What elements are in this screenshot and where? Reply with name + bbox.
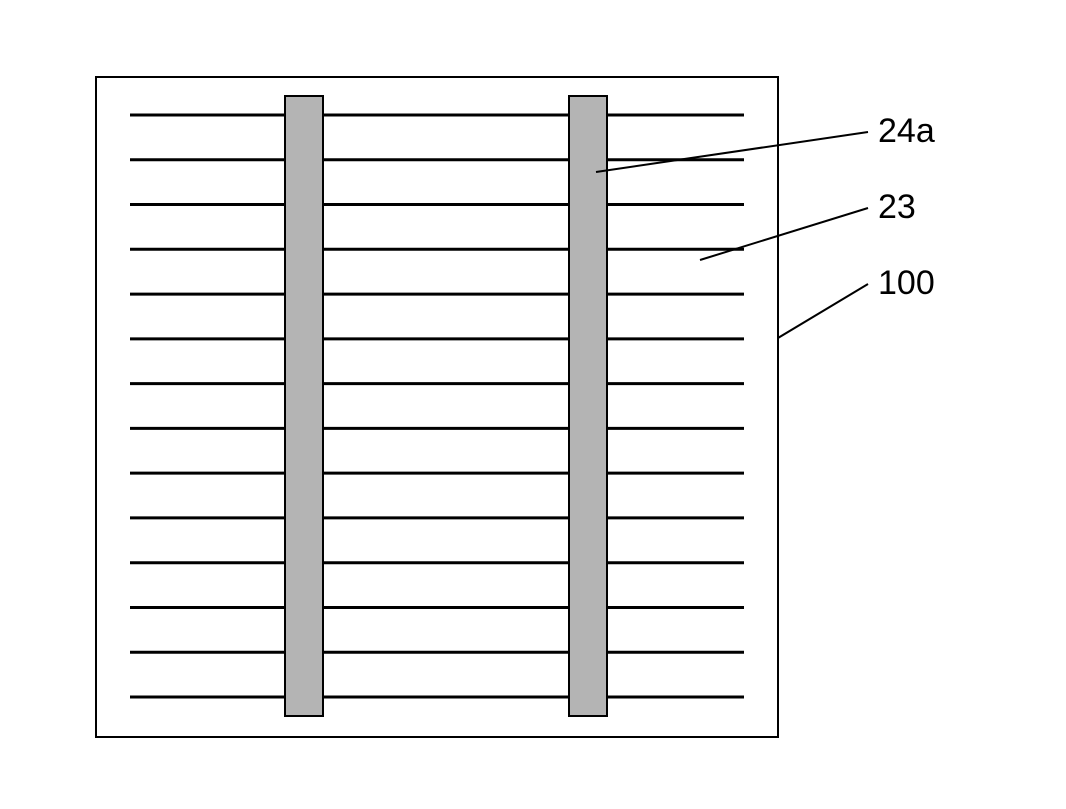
callout-leader — [700, 208, 868, 260]
busbar — [569, 96, 607, 716]
callout-leader — [596, 132, 868, 172]
label-100: 100 — [878, 264, 935, 303]
label-24a: 24a — [878, 112, 935, 151]
substrate-outline — [96, 77, 778, 737]
busbar — [285, 96, 323, 716]
label-23: 23 — [878, 188, 916, 227]
callout-leader — [778, 284, 868, 398]
diagram-canvas: 24a 23 100 — [0, 0, 1066, 804]
